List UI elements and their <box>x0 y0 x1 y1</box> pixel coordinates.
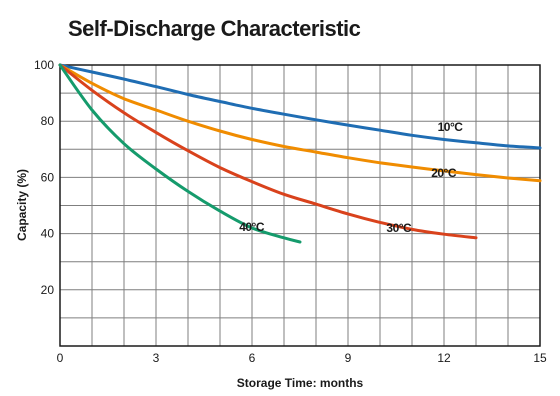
x-tick-label: 6 <box>249 351 256 365</box>
x-tick-label: 9 <box>345 351 352 365</box>
series-labels: 10°C 20°C 30°C 40°C <box>239 120 464 235</box>
x-tick-label: 3 <box>153 351 160 365</box>
y-tick-label: 20 <box>41 283 55 297</box>
series-line-20Cc <box>58 63 542 183</box>
series-layer <box>58 63 542 244</box>
series-line-30Cc <box>58 63 478 240</box>
y-tick-labels: 20 40 60 80 100 <box>34 58 54 297</box>
x-tick-label: 12 <box>437 351 451 365</box>
x-tick-label: 15 <box>533 351 547 365</box>
grid <box>60 65 540 346</box>
series-label: 20°C <box>431 166 457 180</box>
series-label: 10°C <box>438 120 464 134</box>
y-tick-label: 60 <box>41 170 55 184</box>
chart-title: Self-Discharge Characteristic <box>68 16 361 41</box>
x-axis-label: Storage Time: months <box>237 376 364 390</box>
series-label: 40°C <box>239 220 265 234</box>
series-label: 30°C <box>386 221 412 235</box>
x-tick-labels: 0 3 6 9 12 15 <box>57 351 547 365</box>
y-tick-label: 40 <box>41 227 55 241</box>
plot-frame <box>59 64 541 347</box>
y-axis-label: Capacity (%) <box>15 169 29 241</box>
y-tick-label: 80 <box>41 114 55 128</box>
series-line-10Cc <box>58 63 542 150</box>
y-tick-label: 100 <box>34 58 54 72</box>
series-line-40Cc <box>58 63 302 244</box>
x-tick-label: 0 <box>57 351 64 365</box>
